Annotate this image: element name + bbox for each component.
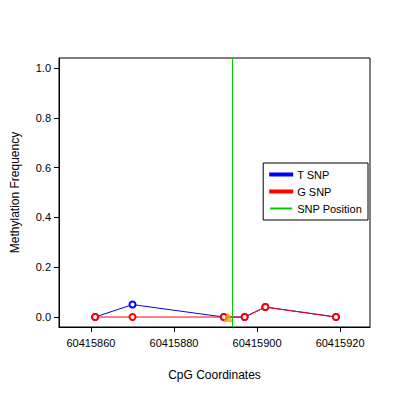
svg-text:0.8: 0.8	[36, 112, 51, 124]
svg-text:CpG Coordinates: CpG Coordinates	[168, 368, 261, 382]
svg-text:Methylation Frequency: Methylation Frequency	[8, 132, 22, 253]
svg-text:60415860: 60415860	[66, 337, 115, 349]
svg-text:0.6: 0.6	[36, 162, 51, 174]
svg-text:1.0: 1.0	[36, 62, 51, 74]
svg-text:60415920: 60415920	[316, 337, 365, 349]
svg-text:G SNP: G SNP	[297, 186, 331, 198]
svg-text:60415880: 60415880	[150, 337, 199, 349]
svg-text:0.4: 0.4	[36, 211, 51, 223]
svg-text:T SNP: T SNP	[297, 169, 329, 181]
svg-text:60415900: 60415900	[233, 337, 282, 349]
svg-text:0.2: 0.2	[36, 261, 51, 273]
svg-text:SNP Position: SNP Position	[297, 203, 362, 215]
svg-text:0.0: 0.0	[36, 311, 51, 323]
